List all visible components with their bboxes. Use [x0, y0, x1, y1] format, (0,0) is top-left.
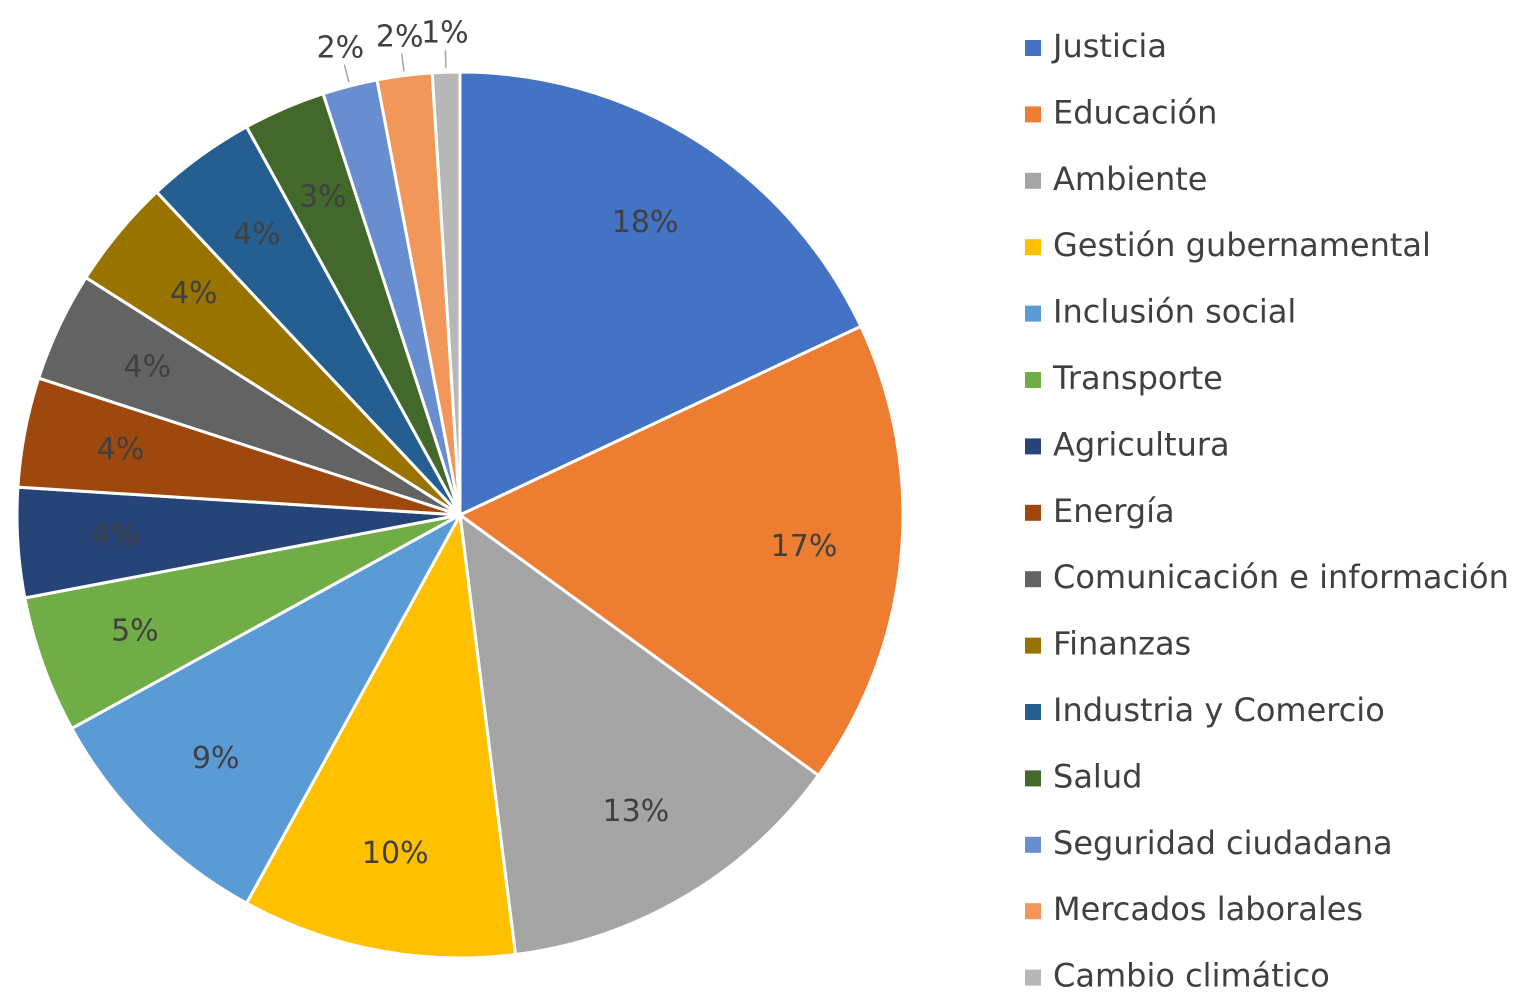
legend-label: Finanzas [1053, 625, 1191, 663]
pie-slice [430, 70, 462, 516]
legend-swatch [1025, 836, 1041, 853]
pie-slice [458, 511, 821, 957]
pie-slice [457, 324, 905, 778]
data-label: 4% [97, 432, 145, 467]
data-label: 4% [233, 217, 281, 252]
data-label: 17% [771, 529, 838, 564]
legend-label: Justicia [1051, 27, 1167, 65]
data-label: 4% [91, 518, 139, 553]
legend-swatch [1025, 172, 1041, 189]
legend-label: Transporte [1052, 359, 1223, 397]
data-label: 18% [612, 205, 679, 240]
data-label: 2% [376, 19, 424, 54]
leader-line [444, 50, 447, 69]
legend-swatch [1025, 305, 1041, 322]
legend-swatch [1025, 504, 1041, 521]
legend-label: Inclusión social [1053, 293, 1296, 331]
legend-label: Seguridad ciudadana [1053, 824, 1393, 862]
legend-label: Gestión gubernamental [1053, 226, 1431, 264]
legend-swatch [1025, 438, 1041, 455]
data-label: 2% [317, 31, 365, 66]
legend-label: Educación [1053, 93, 1217, 131]
leader-line [343, 64, 350, 83]
data-label: 10% [362, 836, 429, 871]
legend-label: Agricultura [1053, 425, 1230, 463]
legend-swatch [1025, 637, 1041, 654]
data-label: 4% [170, 276, 218, 311]
legend-label: Ambiente [1053, 160, 1207, 198]
data-label: 4% [124, 349, 172, 384]
legend-label: Salud [1053, 757, 1142, 795]
leader-line [400, 53, 405, 72]
data-label: 1% [421, 16, 469, 51]
legend-swatch [1025, 903, 1041, 920]
legend-swatch [1025, 106, 1041, 123]
data-label: 5% [111, 614, 159, 649]
pie-slice [69, 511, 464, 906]
legend-label: Mercados laborales [1053, 890, 1363, 928]
legend-swatch [1025, 704, 1041, 720]
data-label: 13% [603, 794, 670, 829]
legend-label: Energía [1053, 492, 1175, 530]
legend-label: Industria y Comercio [1053, 691, 1385, 729]
legend-swatch [1025, 571, 1041, 588]
legend-label: Comunicación e información [1053, 558, 1509, 596]
pie-slice [244, 510, 518, 960]
legend-swatch [1025, 770, 1041, 787]
legend-swatch [1025, 239, 1041, 256]
data-label: 3% [299, 179, 347, 214]
legend-swatch [1025, 372, 1041, 388]
legend-label: Cambio climático [1053, 957, 1330, 994]
legend-swatch [1025, 969, 1041, 986]
pie-slice [458, 70, 863, 518]
data-label: 9% [192, 741, 240, 776]
legend-swatch [1025, 40, 1041, 56]
